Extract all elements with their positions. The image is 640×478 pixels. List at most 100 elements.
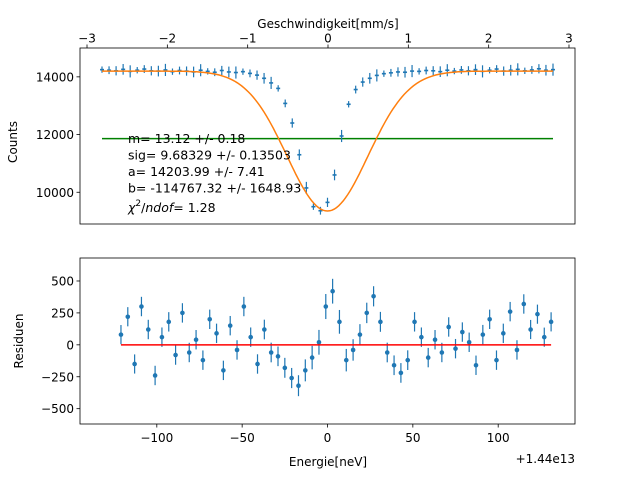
residual-point (262, 327, 267, 332)
data-point (529, 69, 534, 71)
top-y-tick-label: 10000 (36, 186, 74, 200)
data-point (233, 71, 238, 74)
data-point (424, 69, 429, 72)
data-point (297, 153, 302, 156)
residual-point (330, 288, 335, 294)
residual-point (473, 362, 479, 368)
data-point (353, 88, 358, 91)
chi-value: = 1.28 (173, 200, 215, 215)
residual-point (460, 329, 465, 335)
data-point (100, 68, 104, 71)
data-point (339, 135, 344, 137)
residual-point (453, 346, 458, 351)
residual-point (180, 310, 185, 316)
residual-point (234, 347, 240, 353)
residual-point (398, 370, 404, 376)
residual-series-layer (118, 278, 554, 397)
data-point (346, 103, 351, 106)
data-point (360, 81, 365, 83)
residual-point (384, 350, 390, 355)
top-plot-frame (79, 47, 576, 225)
data-point (226, 71, 231, 73)
data-point (205, 70, 210, 73)
bottom-x-tick-label: −100 (140, 431, 173, 445)
annotation-a: a= 14203.99 +/- 7.41 (128, 164, 265, 179)
data-point (551, 68, 555, 71)
residual-point (275, 354, 281, 359)
data-point (431, 69, 436, 72)
top-x-ticks: −3 −2 −1 0 1 2 3 (78, 32, 573, 48)
residual-point (316, 339, 322, 345)
residual-point (118, 332, 124, 337)
chi-power: 2 (135, 199, 141, 209)
data-point (290, 122, 295, 124)
residual-point (214, 331, 219, 336)
data-point (304, 187, 309, 189)
data-point (494, 68, 499, 70)
data-point (198, 69, 203, 72)
residual-point (371, 294, 376, 299)
residual-point (521, 301, 527, 307)
data-point (417, 70, 422, 73)
top-y-tick-label: 14000 (36, 70, 74, 84)
x-offset-text: +1.44e13 (516, 452, 575, 466)
residual-point (412, 319, 417, 325)
top-x-tick-label: 1 (405, 32, 413, 46)
top-x-tick-label: −2 (158, 32, 176, 46)
data-point (262, 77, 267, 80)
residual-point (419, 334, 424, 340)
residual-point (487, 316, 492, 322)
data-point (276, 87, 281, 90)
residual-point (357, 332, 363, 337)
annotation-m: m= 13.12 +/- 0.18 (128, 131, 245, 146)
bottom-plot-frame (79, 257, 576, 425)
top-x-tick-label: 2 (485, 32, 493, 46)
residual-point (186, 350, 192, 355)
residual-point (282, 365, 288, 371)
residual-point (378, 319, 383, 325)
residual-point (166, 319, 172, 325)
data-point (142, 68, 147, 70)
data-point (325, 201, 330, 204)
data-point (403, 71, 408, 74)
residual-point (227, 323, 233, 328)
bottom-x-tick-label: 100 (487, 431, 510, 445)
residual-point (528, 327, 533, 332)
data-point (438, 70, 443, 73)
residual-point (446, 324, 451, 330)
residual-point (405, 357, 411, 363)
fit-annotations: m= 13.12 +/- 0.18 sig= 9.68329 +/- 0.135… (127, 131, 301, 215)
data-point (311, 205, 316, 208)
residual-point (145, 327, 151, 332)
bottom-y-tick-label: 500 (51, 274, 74, 288)
data-point (459, 69, 464, 71)
residual-point (391, 362, 397, 368)
residual-point (268, 350, 274, 355)
residual-point (159, 334, 165, 340)
annotation-sig: sig= 9.68329 +/- 0.13503 (128, 148, 291, 163)
residual-point (364, 310, 370, 316)
data-point (445, 69, 450, 72)
data-point (515, 68, 520, 71)
residual-point (432, 337, 438, 343)
data-point (388, 72, 393, 74)
data-point (240, 70, 245, 73)
chi-symbol: χ (127, 200, 136, 215)
bottom-y-tick-label: 250 (51, 306, 74, 320)
residual-point (439, 350, 445, 355)
data-point (318, 209, 323, 212)
data-point (381, 72, 386, 75)
residual-point (248, 334, 253, 340)
data-point (135, 69, 140, 72)
data-point (508, 69, 513, 72)
top-x-tick-label: 0 (324, 32, 332, 46)
bottom-y-axis-label: Residuen (12, 314, 26, 369)
bottom-y-tick-label: −500 (41, 402, 74, 416)
data-point (367, 77, 372, 80)
fit-curve (102, 70, 553, 212)
bottom-x-axis-label: Energie[neV] (289, 455, 367, 469)
residual-point (255, 361, 260, 367)
bottom-y-ticks: −500 −250 0 250 500 (41, 274, 80, 416)
top-x-tick-label: 3 (565, 32, 573, 46)
